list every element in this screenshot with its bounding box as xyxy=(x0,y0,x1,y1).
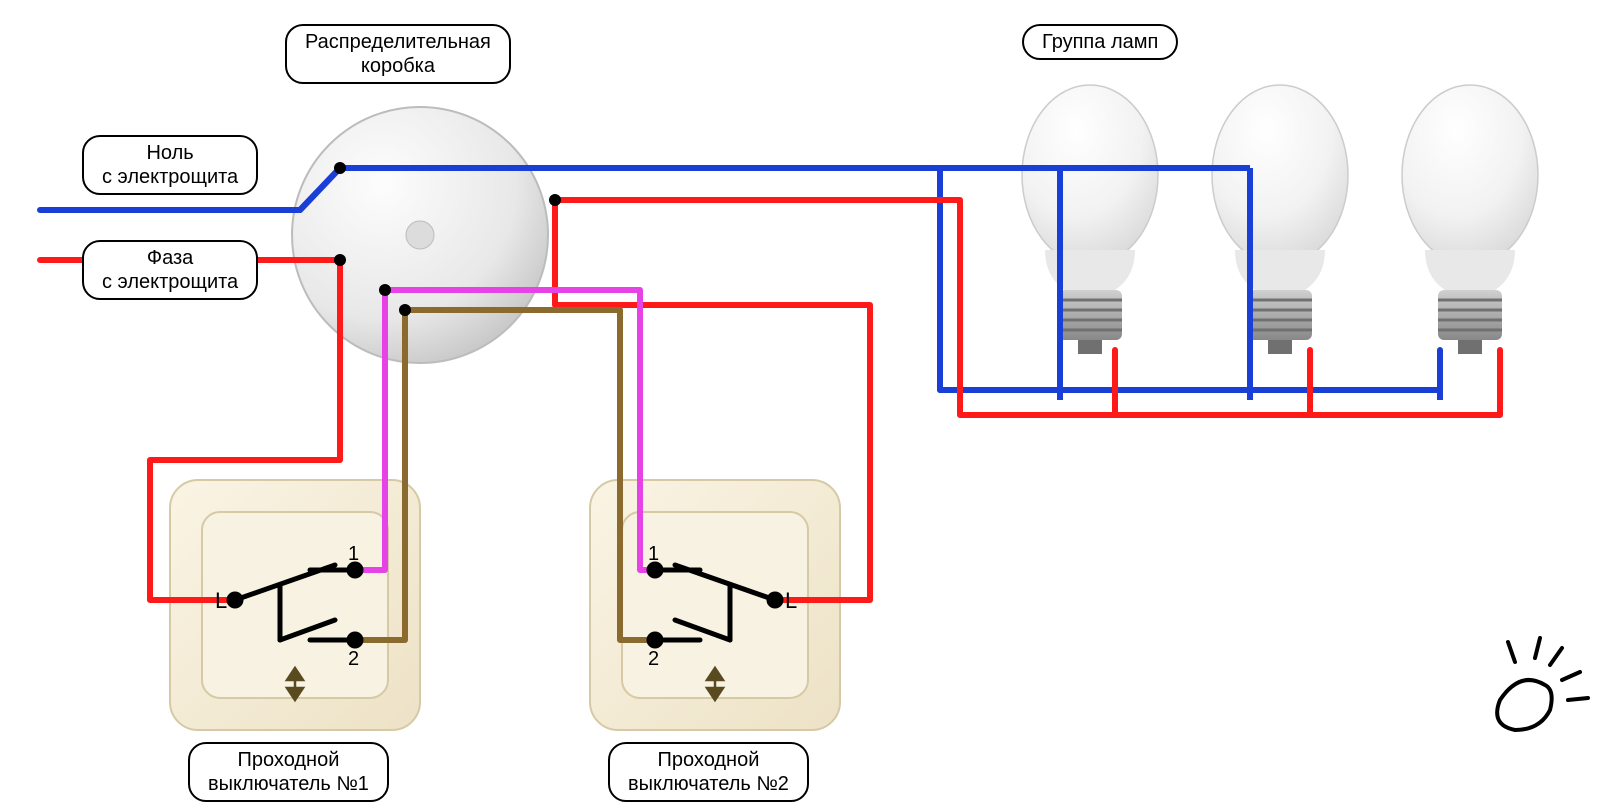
label-neutral: Ноль с электрощита xyxy=(82,135,258,195)
switch1-t1: 1 xyxy=(348,543,359,565)
bulb-2 xyxy=(1212,85,1348,354)
switch-2 xyxy=(590,480,840,730)
switch1-t2: 2 xyxy=(348,648,359,670)
diagram-canvas: L 1 2 L 1 2 xyxy=(0,0,1600,800)
label-phase: Фаза с электрощита xyxy=(82,240,258,300)
bulb-1 xyxy=(1022,85,1158,354)
switch2-t1: 1 xyxy=(648,543,659,565)
bulb-3 xyxy=(1402,85,1538,354)
label-junction-box: Распределительная коробка xyxy=(285,24,511,84)
label-lamps: Группа ламп xyxy=(1022,24,1178,60)
switch2-L: L xyxy=(785,588,797,613)
logo-icon xyxy=(1497,638,1588,730)
label-switch-1: Проходной выключатель №1 xyxy=(188,742,389,802)
label-switch-2: Проходной выключатель №2 xyxy=(608,742,809,802)
switch2-t2: 2 xyxy=(648,648,659,670)
switch1-L: L xyxy=(215,588,227,613)
